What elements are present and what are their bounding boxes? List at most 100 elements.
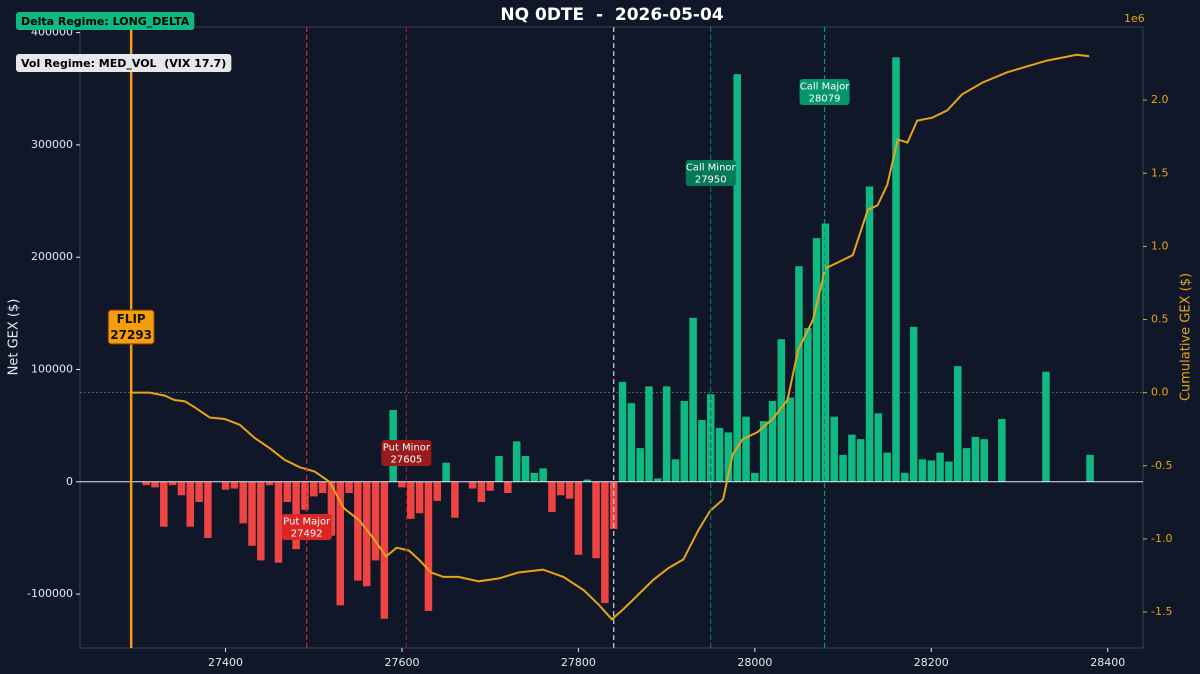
bar	[195, 481, 203, 503]
y2-tick-label: -1.5	[1151, 605, 1172, 618]
bar	[839, 454, 847, 482]
level-label-value: 27950	[695, 175, 727, 186]
bar	[221, 481, 230, 490]
bar	[680, 400, 689, 482]
level-label-name: Put Minor	[383, 443, 431, 454]
x-tick-label: 28200	[914, 656, 949, 669]
bar	[142, 481, 150, 486]
y-tick-label: 0	[66, 475, 73, 488]
bar	[662, 386, 671, 482]
x-tick-label: 27800	[561, 656, 596, 669]
level-label-name: Call Major	[800, 82, 850, 93]
level-label-name: Call Minor	[686, 163, 737, 174]
y2-tick-label: 0.0	[1151, 386, 1169, 399]
bar	[830, 416, 838, 482]
level-label-box	[685, 160, 736, 186]
bar	[609, 481, 618, 529]
regime-badge: Delta Regime: LONG_DELTA	[16, 12, 195, 30]
bar	[451, 481, 459, 518]
bar	[380, 481, 389, 619]
level-label-value: 27293	[110, 328, 152, 342]
bar	[962, 448, 971, 482]
x-tick-label: 27400	[208, 656, 243, 669]
level-label-box	[281, 514, 332, 540]
bar	[768, 400, 777, 482]
bar	[477, 481, 486, 503]
bar	[742, 416, 750, 482]
level-label-value: 27605	[390, 455, 422, 466]
bar	[627, 403, 636, 482]
regime-badge: Vol Regime: MED_VOL (VIX 17.7)	[16, 54, 232, 72]
cumulative-line	[131, 53, 1090, 621]
bar	[283, 481, 292, 503]
bar	[636, 448, 644, 482]
y2-tick-label: 0.5	[1151, 313, 1169, 326]
badge-text: Delta Regime: LONG_DELTA	[21, 15, 190, 28]
bar	[230, 481, 239, 489]
bar	[345, 481, 353, 494]
level-label-box	[799, 79, 850, 105]
bar	[468, 481, 477, 489]
bar	[362, 481, 371, 587]
bar	[786, 397, 794, 482]
bar	[186, 481, 195, 527]
bar	[257, 481, 265, 561]
bar	[495, 455, 503, 482]
bar	[415, 481, 424, 514]
bar	[909, 326, 918, 482]
level-label-box	[107, 309, 155, 345]
level-label-box	[381, 440, 432, 466]
bar	[795, 266, 803, 482]
bar	[724, 432, 733, 482]
bar	[874, 413, 883, 482]
bar	[654, 478, 662, 482]
bar	[486, 481, 494, 491]
y2-tick-label: 2.0	[1151, 93, 1169, 106]
y2-axis-label: Cumulative GEX ($)	[1179, 273, 1194, 401]
bar	[504, 481, 512, 494]
bar	[557, 481, 565, 496]
bar	[971, 436, 980, 482]
bar	[371, 481, 380, 561]
bar	[274, 481, 283, 563]
bar	[936, 452, 944, 482]
bar	[301, 481, 309, 510]
bar	[715, 427, 724, 482]
bar	[539, 468, 547, 482]
level-label-value: 28079	[809, 94, 841, 105]
bar	[592, 481, 600, 559]
bar	[398, 481, 406, 488]
y-tick-label: 100000	[31, 363, 73, 376]
bar	[354, 481, 362, 581]
badge-text: Vol Regime: MED_VOL (VIX 17.7)	[21, 57, 226, 70]
bar	[407, 481, 415, 519]
badge-box	[16, 54, 232, 72]
bar	[865, 186, 874, 482]
bar	[521, 455, 530, 482]
bar	[645, 386, 653, 482]
bar	[548, 481, 556, 513]
bar	[310, 481, 318, 497]
y2-tick-label: 1.0	[1151, 239, 1169, 252]
bar	[574, 481, 583, 555]
bar	[671, 459, 680, 482]
x-tick-label: 28400	[1090, 656, 1125, 669]
y-tick-label: 300000	[31, 138, 73, 151]
chart-title: NQ 0DTE - 2026-05-04	[500, 5, 723, 25]
bar	[601, 481, 609, 604]
bar	[248, 481, 256, 546]
y2-tick-label: -0.5	[1151, 459, 1172, 472]
bar	[804, 327, 812, 482]
bar	[512, 441, 521, 482]
bar	[856, 439, 865, 482]
bar	[168, 481, 177, 486]
bar	[927, 460, 936, 482]
bar	[812, 238, 821, 482]
x-tick-label: 27600	[384, 656, 419, 669]
bar	[442, 462, 450, 482]
bar	[1042, 371, 1050, 482]
level-label-name: Put Major	[283, 517, 331, 528]
bar	[698, 420, 706, 482]
bar	[689, 317, 697, 482]
